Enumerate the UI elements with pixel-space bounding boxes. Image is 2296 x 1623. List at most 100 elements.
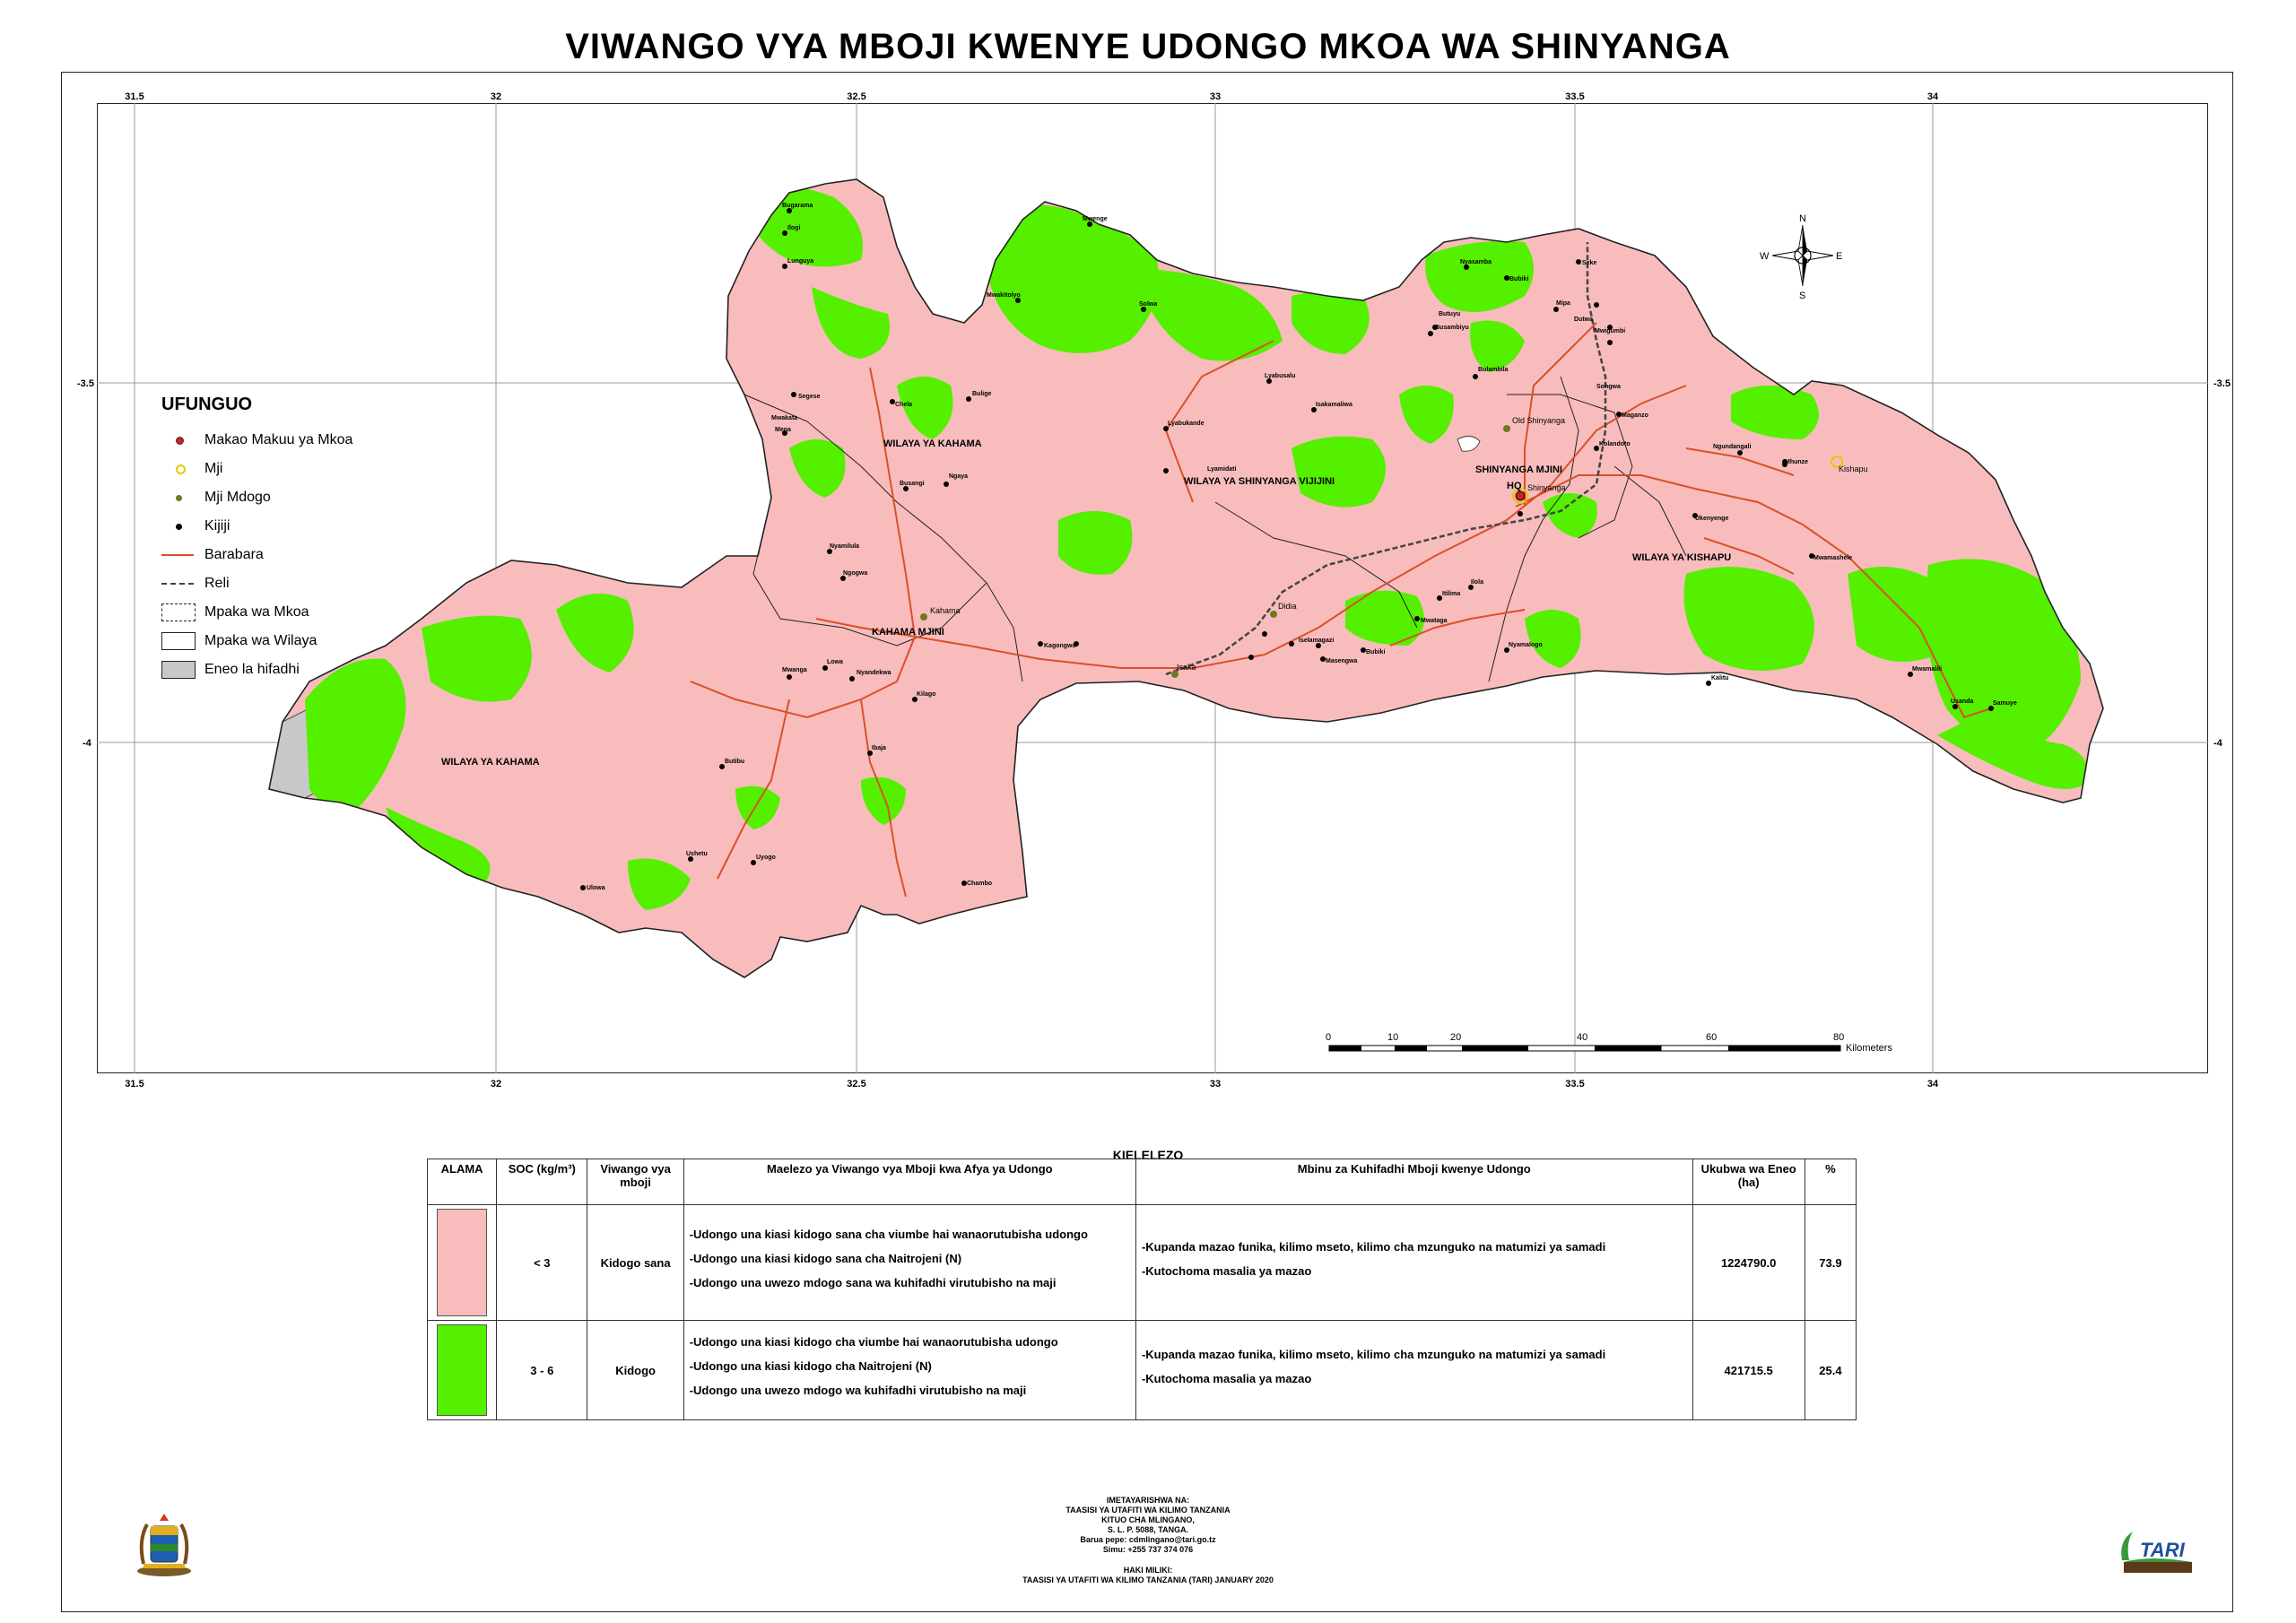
- lon-label-top: 33: [1210, 91, 1221, 102]
- scale-tick-label: 60: [1706, 1032, 1717, 1043]
- town-label: Kishapu: [1839, 464, 1868, 473]
- lon-label-top: 34: [1927, 91, 1939, 102]
- legend-item: Reli: [161, 569, 395, 598]
- village-label: Segese: [798, 394, 821, 400]
- olive-dot-icon: [161, 494, 196, 501]
- village-label: Kilago: [917, 691, 935, 698]
- header-mbinu: Mbinu za Kuhifadhi Mboji kwenye Udongo: [1135, 1159, 1693, 1205]
- village-label: Ngundangali: [1713, 444, 1751, 450]
- method-line: -Kutochoma masalia ya mazao: [1141, 1263, 1312, 1278]
- lake: [1457, 436, 1481, 452]
- credit-line: S. L. P. 5088, TANGA.: [1107, 1525, 1189, 1534]
- legend-label: Mji: [204, 461, 223, 476]
- legend-item: Mpaka wa Wilaya: [161, 627, 395, 655]
- village-label: Iselamagazi: [1299, 638, 1334, 644]
- swatch-cell: [426, 1320, 498, 1420]
- town-label: Didia: [1278, 602, 1297, 611]
- town-label: Shinyanga: [1527, 483, 1566, 492]
- village-label: Usanda: [1951, 699, 1973, 705]
- village-label: Mipa: [1556, 300, 1570, 307]
- village-label: Lunguya: [787, 258, 813, 265]
- district-label: KAHAMA MJINI: [872, 627, 944, 638]
- village-label: Chela: [895, 402, 912, 408]
- lon-label-bottom: 31.5: [125, 1079, 144, 1089]
- legend-item: Mji: [161, 455, 395, 483]
- description-line: -Udongo una uwezo mdogo wa kuhifadhi vir…: [689, 1384, 1027, 1397]
- black-dot-icon: [161, 523, 196, 530]
- village-label: Nyasamba: [1460, 259, 1492, 265]
- copyright-text: TAASISI YA UTAFITI WA KILIMO TANZANIA (T…: [1022, 1575, 1274, 1584]
- legend-title: UFUNGUO: [161, 395, 253, 414]
- town-label: Kahama: [930, 606, 961, 615]
- town-label: Isaka: [1177, 663, 1196, 672]
- description-line: -Udongo una kiasi kidogo sana cha Naitro…: [689, 1252, 962, 1265]
- level-value: Kidogo: [587, 1320, 684, 1420]
- scale-unit-label: Kilometers: [1846, 1043, 1892, 1054]
- credit-line: KITUO CHA MLINGANO,: [1101, 1515, 1195, 1524]
- grey-box-icon: [161, 661, 196, 679]
- district-label: WILAYA YA SHINYANGA VIJIJINI: [1184, 476, 1335, 487]
- scale-tick-label: 80: [1833, 1032, 1844, 1043]
- swatch-kidogo-sana: [437, 1209, 488, 1316]
- village-label: Isakamaliwa: [1316, 402, 1352, 408]
- village-label: Lowa: [827, 659, 843, 665]
- village-label: Seke: [1582, 260, 1596, 266]
- village-label: Ukenyenge: [1695, 516, 1728, 522]
- lon-label-bottom: 33.5: [1565, 1079, 1584, 1089]
- swatch-kidogo: [437, 1324, 488, 1416]
- village-label: Mwamashele: [1813, 555, 1852, 561]
- description-cell: -Udongo una kiasi kidogo cha viumbe hai …: [683, 1320, 1136, 1420]
- legend: UFUNGUO Makao Makuu ya Mkoa Mji Mji Mdog…: [161, 395, 395, 684]
- district-label: WILAYA YA KAHAMA: [883, 438, 982, 449]
- village-label: Uyogo: [756, 855, 776, 861]
- lat-label-right: -4: [2213, 738, 2223, 749]
- area-value: 421715.5: [1692, 1320, 1805, 1420]
- legend-label: Eneo la hifadhi: [204, 662, 300, 677]
- village-label: Masengwa: [1326, 658, 1358, 664]
- key-row: < 3 Kidogo sana -Udongo una kiasi kidogo…: [426, 1204, 1857, 1321]
- method-line: -Kupanda mazao funika, kilimo mseto, kil…: [1141, 1347, 1606, 1361]
- legend-item: Barabara: [161, 541, 395, 569]
- legend-item: Makao Makuu ya Mkoa: [161, 426, 395, 455]
- soc-value: < 3: [496, 1204, 588, 1321]
- village-label: Songwa: [1596, 384, 1621, 390]
- railway: [1165, 242, 1607, 676]
- scale-tick-label: 10: [1387, 1032, 1398, 1043]
- legend-label: Barabara: [204, 547, 264, 562]
- village-label: Ilola: [1471, 579, 1483, 586]
- village-label: Ngogwa: [843, 570, 867, 577]
- village-label: Mwigumbi: [1595, 328, 1625, 334]
- district-label: WILAYA YA KAHAMA: [441, 757, 540, 768]
- village-label: Mwenge: [1083, 216, 1108, 222]
- lon-label-bottom: 34: [1927, 1079, 1939, 1089]
- description-line: -Udongo una kiasi kidogo cha Naitrojeni …: [689, 1359, 932, 1373]
- village-label: Bubiki: [1509, 276, 1528, 282]
- pct-value: 25.4: [1804, 1320, 1857, 1420]
- level-value: Kidogo sana: [587, 1204, 684, 1321]
- tari-logo-icon: TARI: [2121, 1532, 2192, 1573]
- description-line: -Udongo una kiasi kidogo sana cha viumbe…: [689, 1228, 1088, 1241]
- village-label: Bugarama: [782, 203, 813, 209]
- description-line: -Udongo una uwezo mdogo sana wa kuhifadh…: [689, 1276, 1057, 1289]
- credit-line: IMETAYARISHWA NA:: [1106, 1496, 1190, 1505]
- scale-labels: 0 10 20 40 60 80 Kilometers: [1326, 1032, 1892, 1054]
- lon-label-bottom: 33: [1210, 1079, 1221, 1089]
- credit-line: Simu: +255 737 374 076: [1102, 1545, 1194, 1554]
- header-maelezo: Maelezo ya Viwango vya Mboji kwa Afya ya…: [683, 1159, 1136, 1205]
- methods-cell: -Kupanda mazao funika, kilimo mseto, kil…: [1135, 1204, 1693, 1321]
- village-dots: [580, 208, 1994, 890]
- village-label: Ushetu: [686, 851, 708, 857]
- yellow-ring-icon: [161, 464, 196, 474]
- village-label: Solwa: [1139, 301, 1157, 308]
- village-label: Nyandekwa: [857, 670, 891, 676]
- roads: [690, 322, 1992, 898]
- village-label: Nyamilula: [830, 543, 859, 550]
- lon-label-top: 32.5: [847, 91, 865, 102]
- legend-label: Reli: [204, 576, 230, 591]
- legend-item: Mpaka wa Mkoa: [161, 598, 395, 627]
- compass-rose-icon: N S E W: [1760, 213, 1842, 301]
- district-label: WILAYA YA KISHAPU: [1632, 552, 1731, 563]
- village-label: Butuyu: [1439, 311, 1460, 317]
- compass-south: S: [1799, 291, 1805, 301]
